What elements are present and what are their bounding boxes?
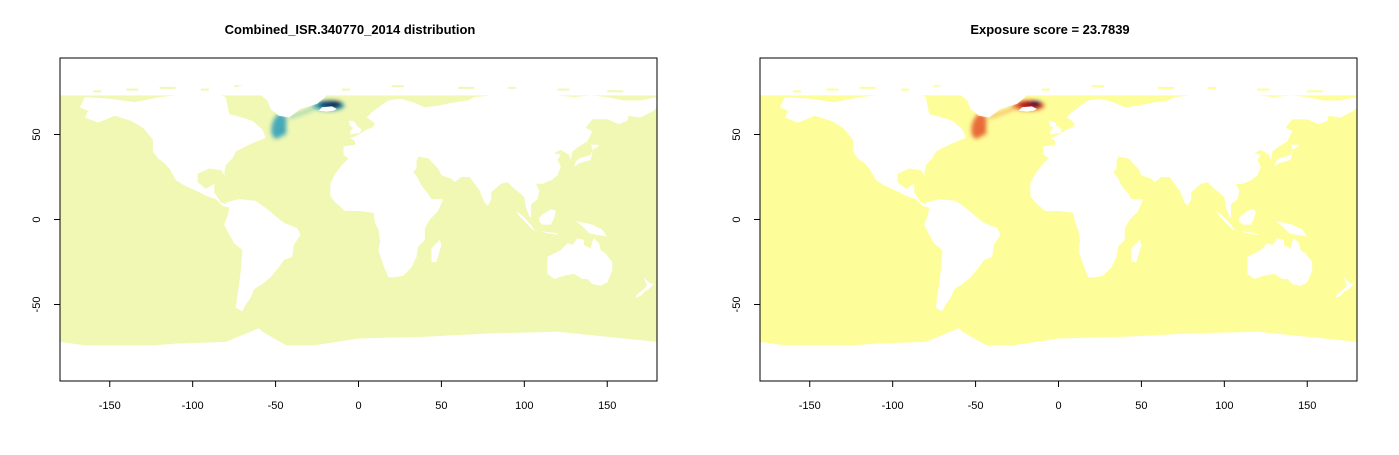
land-new-guinea xyxy=(1275,221,1308,237)
arctic-patch xyxy=(200,88,209,91)
land-japan xyxy=(1274,144,1299,167)
y-tick-label: 0 xyxy=(731,216,743,222)
arctic-patch xyxy=(159,86,176,89)
arctic-patch xyxy=(1158,86,1174,89)
land-japan xyxy=(574,144,599,167)
x-tick-label: -150 xyxy=(799,400,821,412)
hotspot-iceland-core xyxy=(329,101,342,107)
land-north-america xyxy=(779,93,966,208)
land-new-guinea xyxy=(575,221,608,237)
arctic-patch xyxy=(93,90,102,93)
hotspot-layer xyxy=(971,100,1045,139)
land-south-america xyxy=(924,199,1001,312)
arctic-patch xyxy=(1207,86,1216,89)
arctic-patch xyxy=(458,86,474,89)
land-borneo xyxy=(539,209,556,225)
land-antarctica xyxy=(60,328,657,373)
arctic-patch xyxy=(391,85,404,88)
land-greenland xyxy=(237,76,329,118)
arctic-patch xyxy=(826,88,839,91)
land-new-zealand xyxy=(635,277,654,298)
hotspot-layer xyxy=(271,100,345,139)
hotspot-iceland-core xyxy=(1029,101,1042,107)
y-tick-label: 0 xyxy=(31,216,43,222)
arctic-patch xyxy=(1041,88,1050,91)
hotspot-trail xyxy=(288,105,317,119)
land-greenland xyxy=(937,76,1029,118)
x-tick-label: 0 xyxy=(355,400,361,412)
arctic-patch xyxy=(341,88,350,91)
x-tick-label: 150 xyxy=(1298,400,1316,412)
y-tick-label: -50 xyxy=(31,297,43,313)
x-tick-label: -100 xyxy=(882,400,904,412)
arctic-patch xyxy=(859,86,876,89)
x-tick-label: 0 xyxy=(1055,400,1061,412)
distribution-panel: Combined_ISR.340770_2014 distribution -1… xyxy=(31,22,658,412)
arctic-patch xyxy=(557,88,570,91)
land-borneo xyxy=(1239,209,1256,225)
x-tick-label: 50 xyxy=(435,400,447,412)
hotspot-labrador-tail xyxy=(980,126,987,137)
land-south-america xyxy=(224,199,301,312)
land-north-america xyxy=(79,93,266,208)
land-eurasia-africa xyxy=(330,88,657,278)
land-madagascar xyxy=(431,239,442,262)
y-tick-label: 50 xyxy=(731,128,743,140)
x-tick-label: 100 xyxy=(515,400,533,412)
x-tick-label: -100 xyxy=(182,400,204,412)
x-tick-label: 150 xyxy=(598,400,616,412)
hotspot-labrador-tail xyxy=(280,126,287,137)
land-madagascar xyxy=(1131,239,1142,262)
land-australia xyxy=(1247,238,1313,286)
x-tick-label: -150 xyxy=(99,400,121,412)
exposure-title: Exposure score = 23.7839 xyxy=(970,22,1130,37)
x-tick-label: -50 xyxy=(268,400,284,412)
arctic-patch xyxy=(507,86,516,89)
land-australia xyxy=(547,238,613,286)
exposure-panel: Exposure score = 23.7839 -150 -100 -50 0 50 1… xyxy=(700,0,1399,455)
land-eurasia-africa xyxy=(1030,88,1357,278)
distribution-title: Combined_ISR.340770_2014 distribution xyxy=(224,22,476,37)
x-tick-label: -50 xyxy=(968,400,984,412)
distribution-map: -150 -100 -50 0 50 100 150 -50 0 50 xyxy=(31,57,658,412)
x-tick-label: 100 xyxy=(1215,400,1233,412)
arctic-patch xyxy=(607,90,624,93)
x-tick-label: 50 xyxy=(1135,400,1147,412)
arctic-patch xyxy=(793,90,802,93)
land-great-britain xyxy=(348,120,362,135)
arctic-patch xyxy=(1307,90,1324,93)
land-iceland xyxy=(318,106,337,112)
arctic-patch xyxy=(126,88,139,91)
land-iceland xyxy=(1018,106,1037,112)
arctic-patch xyxy=(900,88,909,91)
y-tick-label: 50 xyxy=(31,128,43,140)
exposure-map: -150 -100 -50 0 50 100 150 -50 0 50 xyxy=(731,57,1358,412)
land-great-britain xyxy=(1048,120,1062,135)
land-new-zealand xyxy=(1335,277,1354,298)
arctic-patch xyxy=(1091,85,1104,88)
hotspot-trail xyxy=(988,105,1017,119)
y-tick-label: -50 xyxy=(731,297,743,313)
arctic-patch xyxy=(1257,88,1270,91)
land-antarctica xyxy=(760,328,1357,373)
